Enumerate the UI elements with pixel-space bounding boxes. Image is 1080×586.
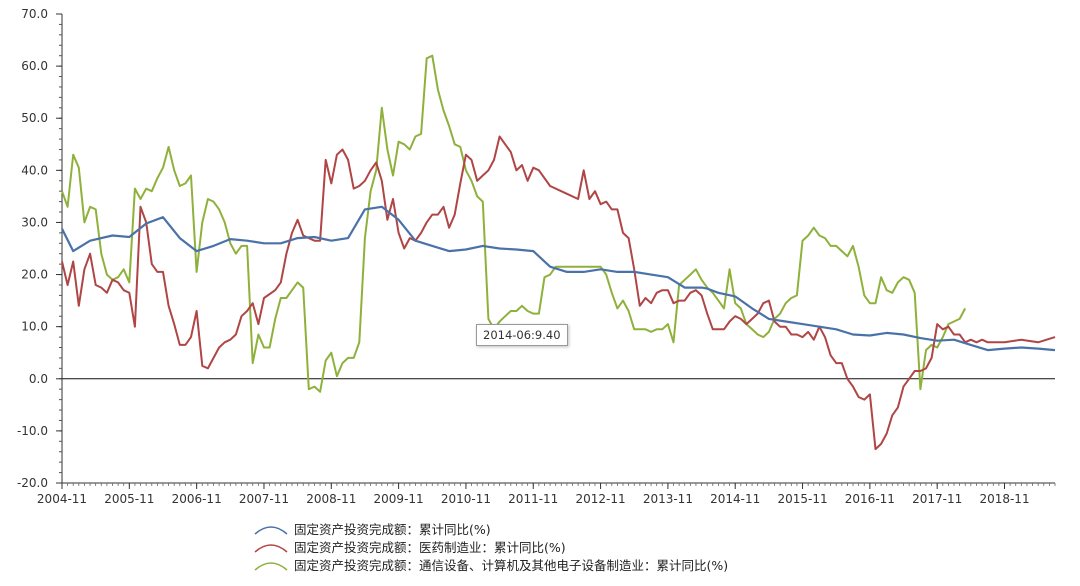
x-tick-label: 2008-11 [306, 492, 356, 506]
y-tick-label: 20.0 [21, 268, 48, 282]
x-axis: 2004-11 2005-11 2006-11 2007-11 2008-11 2009-… [37, 378, 1056, 506]
y-tick-label: 70.0 [21, 7, 48, 21]
x-tick-label: 2018-11 [979, 492, 1029, 506]
y-tick-label: 60.0 [21, 59, 48, 73]
x-tick-label: 2014-11 [710, 492, 760, 506]
x-tick-label: 2017-11 [912, 492, 962, 506]
y-tick-label: 0.0 [29, 372, 48, 386]
x-tick-label: 2015-11 [777, 492, 827, 506]
x-tick-label: 2005-11 [104, 492, 154, 506]
legend-item-electronics[interactable]: 固定资产投资完成额：通信设备、计算机及其他电子设备制造业：累计同比(%) [254, 557, 728, 575]
series-layer [61, 54, 1056, 451]
x-tick-label: 2011-11 [508, 492, 558, 506]
x-tick-label: 2009-11 [374, 492, 424, 506]
x-tick-label: 2012-11 [576, 492, 626, 506]
y-tick-label: -20.0 [17, 476, 48, 490]
y-tick-label: -10.0 [17, 424, 48, 438]
legend-line-icon [254, 562, 288, 571]
series-line-fixed-asset-total[interactable] [61, 205, 1056, 352]
y-tick-label: 10.0 [21, 320, 48, 334]
y-tick-label: 30.0 [21, 215, 48, 229]
legend-label: 固定资产投资完成额：通信设备、计算机及其他电子设备制造业：累计同比(%) [294, 558, 729, 573]
data-tooltip: 2014-06:9.40 [476, 324, 568, 346]
series-line-electronics[interactable] [61, 54, 967, 393]
x-tick-label: 2006-11 [172, 492, 222, 506]
legend-item-pharma[interactable]: 固定资产投资完成额：医药制造业：累计同比(%) [254, 539, 728, 557]
legend-label: 固定资产投资完成额：累计同比(%) [294, 522, 491, 537]
y-axis: -20.0 -10.0 0.0 10.0 20.0 30.0 40.0 50.0 60.0 70.… [17, 7, 63, 490]
legend-label: 固定资产投资完成额：医药制造业：累计同比(%) [294, 540, 566, 555]
x-tick-label: 2004-11 [37, 492, 87, 506]
x-tick-label: 2016-11 [845, 492, 895, 506]
legend-line-icon [254, 526, 288, 535]
y-tick-label: 40.0 [21, 163, 48, 177]
x-tick-label: 2010-11 [441, 492, 491, 506]
legend-item-fixed-asset-total[interactable]: 固定资产投资完成额：累计同比(%) [254, 521, 728, 539]
legend: 固定资产投资完成额：累计同比(%) 固定资产投资完成额：医药制造业：累计同比(%… [254, 521, 728, 575]
chart-plot: -20.0 -10.0 0.0 10.0 20.0 30.0 40.0 50.0 60.0 70.… [17, 7, 1056, 506]
legend-line-icon [254, 544, 288, 553]
y-tick-label: 50.0 [21, 111, 48, 125]
series-line-pharma[interactable] [61, 135, 1056, 451]
x-tick-label: 2013-11 [643, 492, 693, 506]
x-tick-label: 2007-11 [239, 492, 289, 506]
